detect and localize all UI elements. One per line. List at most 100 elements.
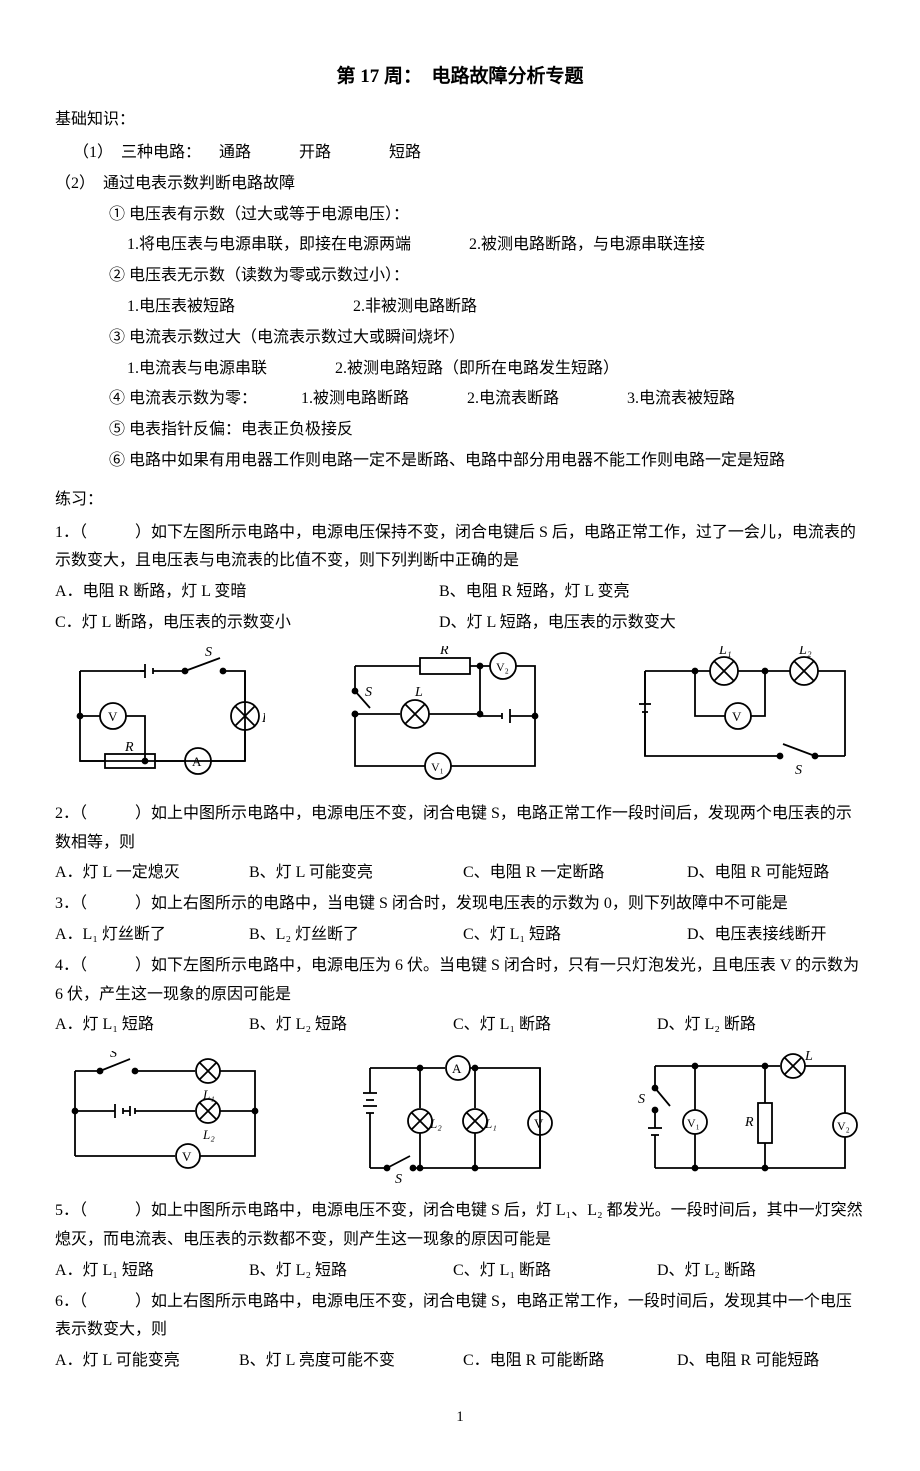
q1-a: A．电阻 R 断路，灯 L 变暗 xyxy=(55,578,435,607)
svg-text:V: V xyxy=(534,1116,544,1131)
circuit-2: R V₂ S V₁ xyxy=(330,646,560,786)
q1-c: C．灯 L 断路，电压表的示数变小 xyxy=(55,609,435,638)
q1-d: D、灯 L 短路，电压表的示数变大 xyxy=(439,609,676,638)
svg-text:L: L xyxy=(414,685,423,700)
sub-2-body: 1.电压表被短路 2.非被测电路断路 xyxy=(55,293,865,322)
sub-2-head: ② 电压表无示数（读数为零或示数过小）： xyxy=(55,262,865,291)
q1-options-row2: C．灯 L 断路，电压表的示数变小 D、灯 L 短路，电压表的示数变大 xyxy=(55,609,865,638)
circuit-4: S L₁ L₂ V xyxy=(55,1051,270,1181)
q4-text: 4．（ ）如下左图所示电路中，电源电压为 6 伏。当电键 S 闭合时，只有一只灯… xyxy=(55,952,865,1010)
svg-text:S: S xyxy=(365,685,372,700)
sub3-b: 2.被测电路短路（即所在电路发生短路） xyxy=(335,360,619,377)
svg-text:S: S xyxy=(205,646,212,660)
item1-label: （1） 三种电路： xyxy=(73,144,201,161)
q6-b: B、灯 L 亮度可能不变 xyxy=(239,1347,459,1376)
q4-b: B、灯 L₂ 短路 xyxy=(249,1011,449,1040)
svg-text:S: S xyxy=(795,763,802,778)
q1-options-row1: A．电阻 R 断路，灯 L 变暗 B、电阻 R 短路，灯 L 变亮 xyxy=(55,578,865,607)
circuit-1: S L V R xyxy=(55,646,265,786)
svg-text:L: L xyxy=(261,711,265,726)
sub2-b: 2.非被测电路断路 xyxy=(353,298,477,315)
svg-text:V: V xyxy=(108,709,118,724)
sub-4: ④ 电流表示数为零： 1.被测电路断路 2.电流表断路 3.电流表被短路 xyxy=(55,385,865,414)
svg-text:V₂: V₂ xyxy=(837,1119,850,1133)
sub-3-head: ③ 电流表示数过大（电流表示数过大或瞬间烧坏） xyxy=(55,324,865,353)
svg-text:R: R xyxy=(439,646,449,658)
svg-text:V: V xyxy=(732,709,742,724)
figure-row-1: S L V R xyxy=(55,646,865,786)
q5-text: 5．（ ）如上中图所示电路中，电源电压不变，闭合电键 S 后，灯 L₁、L₂ 都… xyxy=(55,1197,865,1255)
sub-1-body: 1.将电压表与电源串联，即接在电源两端 2.被测电路断路，与电源串联连接 xyxy=(55,231,865,260)
sub-5: ⑤ 电表指针反偏：电表正负极接反 xyxy=(55,416,865,445)
svg-text:V₁: V₁ xyxy=(431,760,444,774)
svg-text:S: S xyxy=(638,1092,645,1107)
q6-a: A．灯 L 可能变亮 xyxy=(55,1347,235,1376)
q5-b: B、灯 L₂ 短路 xyxy=(249,1257,449,1286)
circuit-3: L₁ L₂ S V xyxy=(625,646,865,786)
svg-text:L: L xyxy=(804,1049,813,1064)
q2-b: B、灯 L 可能变亮 xyxy=(249,859,459,888)
q5-d: D、灯 L₂ 断路 xyxy=(657,1257,756,1286)
basics-heading: 基础知识： xyxy=(55,106,865,135)
q4-c: C、灯 L₁ 断路 xyxy=(453,1011,653,1040)
q4-options: A．灯 L₁ 短路 B、灯 L₂ 短路 C、灯 L₁ 断路 D、灯 L₂ 断路 xyxy=(55,1011,865,1040)
q1-text: 1．（ ）如下左图所示电路中，电源电压保持不变，闭合电键后 S 后，电路正常工作… xyxy=(55,519,865,577)
q4-d: D、灯 L₂ 断路 xyxy=(657,1011,756,1040)
q2-options: A．灯 L 一定熄灭 B、灯 L 可能变亮 C、电阻 R 一定断路 D、电阻 R… xyxy=(55,859,865,888)
svg-text:R: R xyxy=(744,1115,754,1130)
item-2: （2） 通过电表示数判断电路故障 xyxy=(55,170,865,199)
item1-b: 开路 xyxy=(299,144,331,161)
item1-a: 通路 xyxy=(219,144,251,161)
item-1: （1） 三种电路： 通路 开路 短路 xyxy=(55,139,865,168)
page-title: 第 17 周： 电路故障分析专题 xyxy=(55,60,865,94)
q6-text: 6．（ ）如上右图所示电路中，电源电压不变，闭合电键 S，电路正常工作，一段时间… xyxy=(55,1288,865,1346)
sub2-a: 1.电压表被短路 xyxy=(127,298,235,315)
svg-text:S: S xyxy=(395,1172,402,1183)
svg-text:A: A xyxy=(192,754,202,769)
svg-text:V₂: V₂ xyxy=(496,660,509,674)
svg-text:S: S xyxy=(110,1051,117,1061)
q2-c: C、电阻 R 一定断路 xyxy=(463,859,683,888)
q3-text: 3．（ ）如上右图所示的电路中，当电键 S 闭合时，发现电压表的示数为 0，则下… xyxy=(55,890,865,919)
svg-text:L₂: L₂ xyxy=(798,646,812,658)
svg-text:L₁: L₁ xyxy=(718,646,732,658)
svg-text:R: R xyxy=(124,740,134,755)
sub-6: ⑥ 电路中如果有用电器工作则电路一定不是断路、电路中部分用电器不能工作则电路一定… xyxy=(55,447,865,476)
sub4-a: 1.被测电路断路 xyxy=(301,390,409,407)
svg-text:L₁: L₁ xyxy=(484,1116,497,1131)
sub1-a: 1.将电压表与电源串联，即接在电源两端 xyxy=(127,236,411,253)
q3-c: C、灯 L₁ 短路 xyxy=(463,921,683,950)
sub-1-head: ① 电压表有示数（过大或等于电源电压）： xyxy=(55,201,865,230)
sub-3-body: 1.电流表与电源串联 2.被测电路短路（即所在电路发生短路） xyxy=(55,355,865,384)
svg-text:V₁: V₁ xyxy=(687,1116,700,1130)
q5-options: A．灯 L₁ 短路 B、灯 L₂ 短路 C、灯 L₁ 断路 D、灯 L₂ 断路 xyxy=(55,1257,865,1286)
q3-b: B、L₂ 灯丝断了 xyxy=(249,921,459,950)
sub4-head: ④ 电流表示数为零： xyxy=(109,390,257,407)
figure-row-2: S L₁ L₂ V xyxy=(55,1048,865,1183)
q2-d: D、电阻 R 可能短路 xyxy=(687,859,829,888)
q5-c: C、灯 L₁ 断路 xyxy=(453,1257,653,1286)
sub4-c: 3.电流表被短路 xyxy=(627,390,735,407)
svg-text:V: V xyxy=(182,1149,192,1164)
q2-a: A．灯 L 一定熄灭 xyxy=(55,859,245,888)
svg-text:L₂: L₂ xyxy=(202,1127,215,1142)
item1-c: 短路 xyxy=(389,144,421,161)
q1-b: B、电阻 R 短路，灯 L 变亮 xyxy=(439,578,630,607)
sub1-b: 2.被测电路断路，与电源串联连接 xyxy=(469,236,705,253)
sub3-a: 1.电流表与电源串联 xyxy=(127,360,267,377)
circuit-5: A S L₂ xyxy=(335,1048,565,1183)
circuit-6: L V₂ S V₁ xyxy=(630,1048,865,1183)
svg-text:A: A xyxy=(452,1061,462,1076)
q6-options: A．灯 L 可能变亮 B、灯 L 亮度可能不变 C．电阻 R 可能断路 D、电阻… xyxy=(55,1347,865,1376)
sub4-b: 2.电流表断路 xyxy=(467,390,559,407)
page-number: 1 xyxy=(55,1404,865,1431)
q3-options: A．L₁ 灯丝断了 B、L₂ 灯丝断了 C、灯 L₁ 短路 D、电压表接线断开 xyxy=(55,921,865,950)
q4-a: A．灯 L₁ 短路 xyxy=(55,1011,245,1040)
q3-d: D、电压表接线断开 xyxy=(687,921,827,950)
q6-c: C．电阻 R 可能断路 xyxy=(463,1347,673,1376)
q5-a: A．灯 L₁ 短路 xyxy=(55,1257,245,1286)
svg-text:L₂: L₂ xyxy=(429,1116,442,1131)
q3-a: A．L₁ 灯丝断了 xyxy=(55,921,245,950)
q2-text: 2．（ ）如上中图所示电路中，电源电压不变，闭合电键 S，电路正常工作一段时间后… xyxy=(55,800,865,858)
q6-d: D、电阻 R 可能短路 xyxy=(677,1347,819,1376)
